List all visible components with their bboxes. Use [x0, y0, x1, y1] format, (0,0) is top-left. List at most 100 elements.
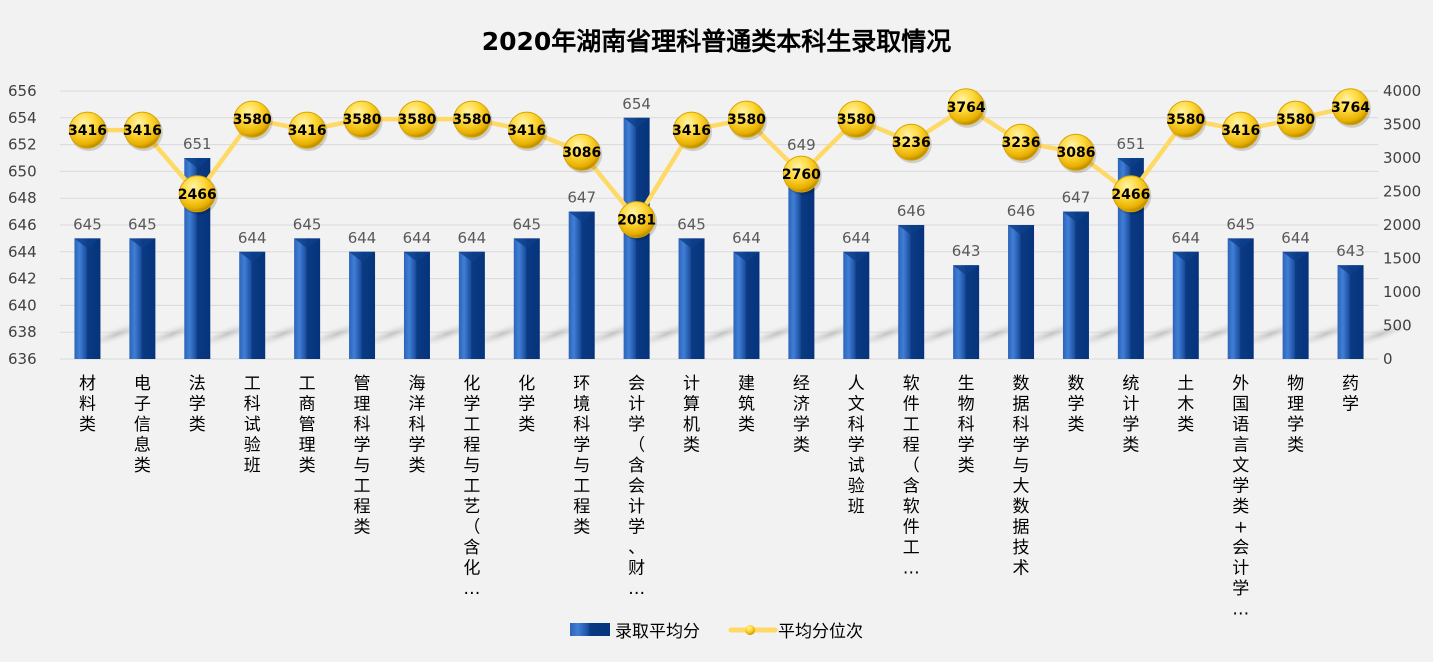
- line-point[interactable]: 2760: [782, 155, 822, 196]
- line-point[interactable]: 3580: [1166, 100, 1207, 141]
- line-point[interactable]: 3416: [672, 111, 713, 152]
- bar[interactable]: [403, 251, 430, 359]
- line-point[interactable]: 3764: [947, 88, 987, 128]
- line-data-label: 2466: [178, 187, 217, 203]
- bar[interactable]: [733, 251, 760, 359]
- bar[interactable]: [1227, 238, 1254, 359]
- marker-ball: [727, 100, 765, 138]
- bar-bevel-top: [184, 158, 211, 168]
- bar-bevel-top: [403, 251, 430, 262]
- bar[interactable]: [1282, 251, 1309, 359]
- bar-data-label: 644: [238, 229, 267, 247]
- line-point[interactable]: 3416: [288, 111, 328, 152]
- line-point[interactable]: 3086: [562, 133, 603, 174]
- line-point[interactable]: 3236: [1002, 123, 1042, 164]
- line-data-label: 3580: [452, 112, 491, 128]
- marker-ball: [947, 88, 985, 126]
- bar-bevel-top: [1227, 238, 1254, 249]
- line-point[interactable]: 3416: [123, 111, 163, 152]
- bar[interactable]: [678, 238, 705, 359]
- line-point[interactable]: 3764: [1331, 88, 1372, 128]
- bar[interactable]: [898, 225, 925, 359]
- line-point[interactable]: 3416: [1221, 111, 1262, 152]
- line-data-label: 3580: [837, 112, 876, 128]
- line-data-label: 3580: [233, 112, 272, 128]
- bar-body: [74, 238, 101, 359]
- bar-data-label: 646: [1007, 202, 1036, 220]
- bar[interactable]: [129, 238, 156, 359]
- line-data-label: 3416: [123, 123, 162, 139]
- line-point[interactable]: 2466: [178, 175, 218, 215]
- line-data-label: 3416: [288, 123, 327, 139]
- bar[interactable]: [843, 251, 870, 359]
- bar-data-label: 644: [458, 229, 487, 247]
- bar-bevel-top: [1282, 251, 1309, 262]
- bar-data-label: 647: [1062, 189, 1091, 207]
- line-point[interactable]: 2466: [1111, 175, 1152, 215]
- left-axis-tick-label: 644: [8, 243, 37, 261]
- line-point[interactable]: 3580: [727, 100, 767, 141]
- category-label: 软件工程（含软件工…: [903, 374, 920, 579]
- bar[interactable]: [1337, 265, 1364, 359]
- bar-body: [403, 251, 430, 359]
- bar[interactable]: [513, 238, 540, 359]
- legend-item-line[interactable]: 平均分位次: [728, 622, 863, 642]
- line-point[interactable]: 3580: [452, 100, 493, 141]
- bar[interactable]: [349, 251, 376, 359]
- bar[interactable]: [788, 184, 815, 359]
- line-point[interactable]: 3086: [1056, 133, 1097, 174]
- line-point[interactable]: 3580: [837, 100, 877, 141]
- bar-body: [1337, 265, 1364, 359]
- line-data-label: 3086: [1056, 145, 1095, 161]
- legend-item-bar[interactable]: 录取平均分: [570, 622, 700, 642]
- bar-data-label: 651: [183, 135, 212, 153]
- bar[interactable]: [623, 117, 650, 359]
- marker-ball: [288, 111, 326, 149]
- line-point[interactable]: 3416: [68, 111, 108, 152]
- bar[interactable]: [239, 251, 266, 359]
- bar[interactable]: [1062, 211, 1089, 359]
- bar-data-label: 649: [787, 136, 816, 154]
- bar-body: [1008, 225, 1035, 359]
- left-axis-tick-label: 640: [8, 296, 37, 314]
- bar-body: [239, 251, 266, 359]
- marker-ball: [68, 111, 106, 149]
- line-point[interactable]: 3580: [233, 100, 273, 141]
- bar-data-label: 644: [732, 229, 761, 247]
- line-data-label: 3764: [1331, 100, 1370, 116]
- bar[interactable]: [74, 238, 101, 359]
- line-point[interactable]: 3580: [397, 100, 438, 141]
- bar[interactable]: [294, 238, 321, 359]
- line-point[interactable]: 3580: [1276, 100, 1317, 141]
- category-label: 统计学类: [1122, 374, 1139, 456]
- bar[interactable]: [953, 265, 980, 359]
- category-label: 物理学类: [1287, 374, 1304, 456]
- bar-data-label: 643: [952, 242, 981, 260]
- bar-data-label: 646: [897, 202, 926, 220]
- marker-ball: [1002, 123, 1040, 161]
- line-point[interactable]: 3236: [892, 123, 932, 164]
- bar-body: [568, 211, 595, 359]
- line-point[interactable]: 2081: [617, 201, 658, 241]
- right-axis-tick-label: 4000: [1383, 82, 1421, 100]
- line-point[interactable]: 3416: [507, 111, 548, 152]
- right-axis-tick-label: 3500: [1383, 116, 1421, 134]
- line-data-label: 2760: [782, 167, 821, 183]
- bar[interactable]: [1008, 225, 1035, 359]
- category-label: 建筑类: [738, 374, 755, 435]
- bar[interactable]: [458, 251, 485, 359]
- bar-body: [349, 251, 376, 359]
- marker-ball: [398, 100, 436, 138]
- bar[interactable]: [568, 211, 595, 359]
- line-data-label: 2081: [617, 213, 656, 229]
- bar-bevel-top: [1172, 251, 1199, 262]
- category-label: 工商管理类: [299, 374, 316, 476]
- line-point[interactable]: 3580: [343, 100, 383, 141]
- right-axis-tick-label: 1500: [1383, 250, 1421, 268]
- left-axis-tick-label: 650: [8, 162, 37, 180]
- bar-bevel-top: [294, 238, 321, 249]
- line-series: 3416 3416 2466 3580 3416 3580 3580 3580 3416 3086…: [68, 88, 1372, 241]
- bar-bevel-top: [1062, 211, 1089, 222]
- bar[interactable]: [1172, 251, 1199, 359]
